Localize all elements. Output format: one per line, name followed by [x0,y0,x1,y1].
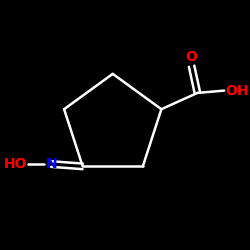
Text: HO: HO [4,157,27,171]
Text: N: N [46,157,57,171]
Text: O: O [186,50,198,64]
Text: OH: OH [225,84,249,98]
